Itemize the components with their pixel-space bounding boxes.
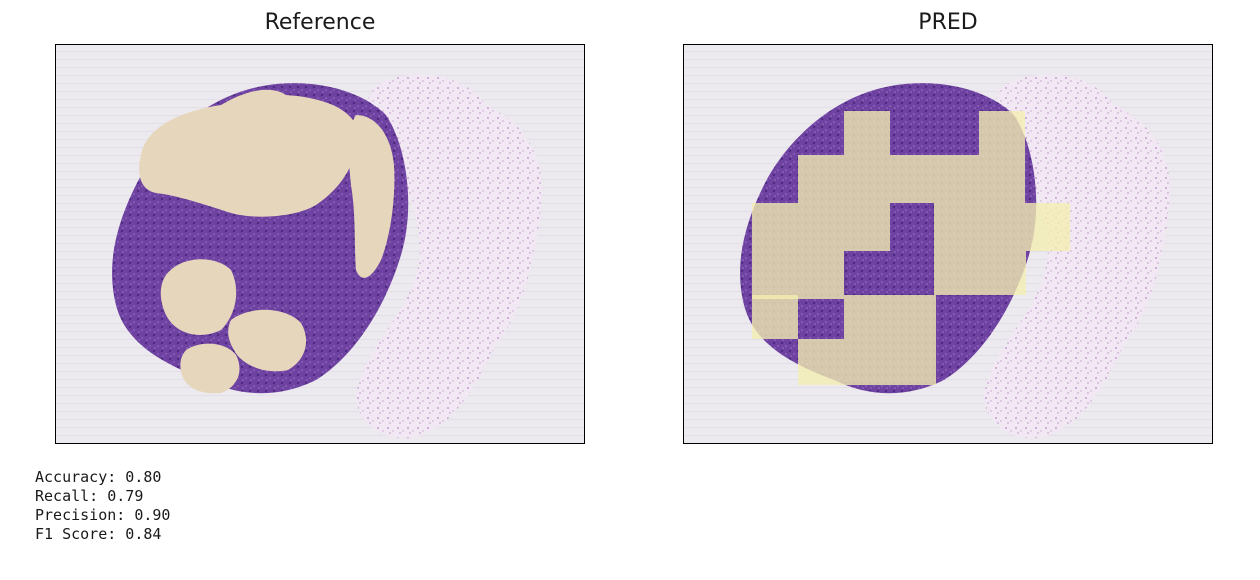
reference-slide-image [56,45,584,443]
pred-title: PRED [918,10,978,35]
reference-title: Reference [264,10,376,35]
accuracy-text: Accuracy: 0.80 [35,468,162,486]
pred-image-panel [683,44,1213,444]
pred-slide-image [684,45,1212,443]
reference-image-panel [55,44,585,444]
f1-score-text: F1 Score: 0.84 [35,525,162,543]
metrics-output: Accuracy: 0.80 Recall: 0.79 Precision: 0… [35,468,170,544]
precision-text: Precision: 0.90 [35,506,171,524]
recall-text: Recall: 0.79 [35,487,144,505]
